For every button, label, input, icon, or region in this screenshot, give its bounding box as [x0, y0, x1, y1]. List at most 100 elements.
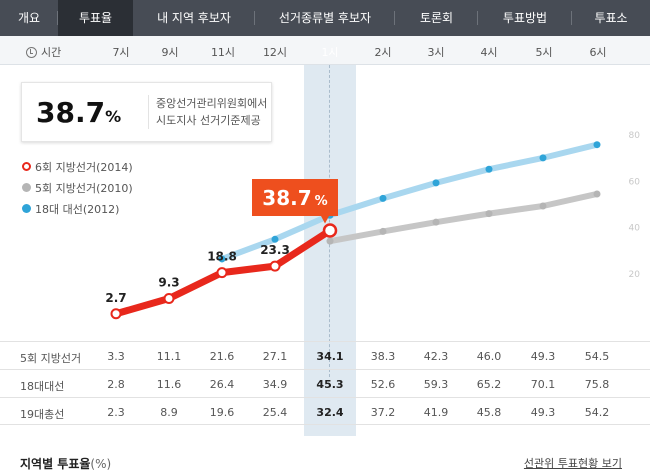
source-note: 중앙선거관리위원회에서 시도지사 선거기준제공: [148, 95, 268, 129]
turnout-number: 38.7: [36, 96, 106, 129]
tab-candidates-by-election[interactable]: 선거종류별 후보자: [255, 0, 395, 36]
turnout-unit: %: [105, 107, 122, 126]
data-point-prev: [485, 210, 493, 218]
tab-label: 투표방법: [502, 11, 548, 25]
table-cell: 11.6: [156, 378, 182, 391]
row-header: 19대총선: [20, 408, 65, 421]
series-line-prev: [327, 190, 600, 245]
table-row: 5회 지방선거 3.3 11.1 21.6 27.1 34.1 38.3 42.3 46.0 49…: [0, 341, 650, 369]
table-cell: 49.3: [530, 350, 556, 363]
current-value-callout: 38.7%: [252, 179, 338, 224]
hour-4[interactable]: 4시: [480, 46, 498, 59]
data-label: 18.8: [207, 250, 237, 264]
hour-7[interactable]: 7시: [112, 46, 130, 59]
data-point-prev: [432, 218, 440, 226]
y-tick-label: 40: [629, 224, 641, 234]
table-cell: 41.9: [423, 406, 449, 419]
legend-marker-prev: [22, 183, 31, 192]
time-bar: 시간 7시 9시 11시 12시 1시 2시 3시 4시 5시 6시: [0, 36, 650, 65]
y-tick-label: 20: [629, 270, 641, 280]
hour-2[interactable]: 2시: [374, 46, 392, 59]
hour-1[interactable]: 1시: [321, 46, 339, 59]
table-row: 19대총선 2.3 8.9 19.6 25.4 32.4 37.2 41.9 45.8 49.3 5…: [0, 397, 650, 425]
table-cell: 54.5: [584, 350, 610, 363]
table-cell: 38.3: [370, 350, 396, 363]
table-cell: 11.1: [156, 350, 182, 363]
data-point-current: [110, 308, 122, 320]
data-point-prev: [379, 227, 387, 235]
data-point-current: [163, 292, 175, 304]
data-point-current: [216, 267, 228, 279]
clock-icon: [26, 46, 37, 58]
table-cell: 34.9: [262, 378, 288, 391]
table-cell: 34.1: [316, 350, 344, 363]
tab-turnout[interactable]: 투표율: [58, 0, 133, 36]
y-tick-label: 60: [629, 177, 641, 187]
legend-label: 6회 지방선거(2014): [35, 160, 133, 174]
table-cell: 65.2: [476, 378, 502, 391]
tab-debates[interactable]: 토론회: [395, 0, 478, 36]
callout-value: 38.7: [262, 186, 311, 210]
legend-item: 6회 지방선거(2014): [22, 156, 133, 177]
turnout-chart: 20 40 60 80 2.7 9.3 18.8 23.3 38.7%: [105, 131, 641, 320]
hour-3[interactable]: 3시: [427, 46, 445, 59]
hour-5[interactable]: 5시: [535, 46, 553, 59]
data-point-current: [269, 260, 281, 272]
table-cell: 49.3: [530, 406, 556, 419]
table-cell: 37.2: [370, 406, 396, 419]
tab-label: 선거종류별 후보자: [278, 11, 372, 25]
turnout-value: 38.7%: [36, 96, 121, 129]
hour-11[interactable]: 11시: [210, 46, 236, 59]
table-row: 18대대선 2.8 11.6 26.4 34.9 45.3 52.6 59.3 65.2 70.1…: [0, 369, 650, 397]
turnout-table: 5회 지방선거 3.3 11.1 21.6 27.1 34.1 38.3 42.3 46.0 49…: [0, 341, 650, 425]
legend-label: 5회 지방선거(2010): [35, 181, 133, 195]
callout-unit: %: [315, 194, 328, 209]
source-note-line2: 시도지사 선거기준제공: [156, 114, 261, 127]
table-cell: 2.3: [107, 406, 125, 419]
data-point-presidential: [271, 235, 279, 243]
table-cell: 21.6: [209, 350, 235, 363]
table-cell: 46.0: [476, 350, 502, 363]
table-cell: 70.1: [530, 378, 556, 391]
legend-item: 5회 지방선거(2010): [22, 177, 133, 198]
tab-label: 투표소: [594, 11, 628, 25]
tab-voting-method[interactable]: 투표방법: [478, 0, 572, 36]
legend-marker-presidential: [22, 204, 31, 213]
legend-marker-current: [22, 162, 31, 171]
callout-box: [252, 179, 338, 216]
source-note-line1: 중앙선거관리위원회에서: [156, 97, 268, 110]
top-nav: 개요 투표율 내 지역 후보자 선거종류별 후보자 토론회 투표방법 투표소: [0, 0, 650, 36]
tab-label: 투표율: [78, 11, 113, 25]
tab-polling-stations[interactable]: 투표소: [572, 0, 650, 36]
tab-label: 토론회: [419, 11, 454, 25]
hour-9[interactable]: 9시: [161, 46, 179, 59]
callout-pointer: [321, 216, 329, 224]
hour-6[interactable]: 6시: [589, 46, 607, 59]
table-cell: 19.6: [209, 406, 235, 419]
table-cell: 52.6: [370, 378, 396, 391]
table-cell: 54.2: [584, 406, 610, 419]
regional-section: 지역별 투표율(%) 선관위 투표현황 보기: [0, 440, 650, 476]
chart-legend: 6회 지방선거(2014) 5회 지방선거(2010) 18대 대선(2012): [22, 156, 133, 219]
hour-12[interactable]: 12시: [262, 46, 288, 59]
table-cell: 32.4: [316, 406, 344, 419]
data-label: 23.3: [260, 243, 290, 257]
legend-label: 18대 대선(2012): [35, 202, 120, 216]
nec-turnout-link[interactable]: 선관위 투표현황 보기: [523, 457, 622, 470]
current-hour-line: [329, 65, 330, 377]
row-header: 5회 지방선거: [20, 352, 82, 365]
data-point-presidential: [485, 165, 493, 173]
time-label: 시간: [26, 44, 61, 60]
regional-title-unit: (%): [90, 457, 112, 471]
table-cell: 26.4: [209, 378, 235, 391]
y-tick-label: 80: [629, 131, 641, 141]
tab-overview[interactable]: 개요: [0, 0, 58, 36]
tab-label: 개요: [17, 11, 41, 25]
legend-item: 18대 대선(2012): [22, 198, 133, 219]
data-point-presidential: [593, 141, 601, 149]
series-line-presidential: [219, 141, 600, 262]
data-point-prev: [593, 190, 601, 198]
table-cell: 27.1: [262, 350, 288, 363]
tab-local-candidates[interactable]: 내 지역 후보자: [133, 0, 255, 36]
regional-title-text: 지역별 투표율: [20, 457, 91, 471]
